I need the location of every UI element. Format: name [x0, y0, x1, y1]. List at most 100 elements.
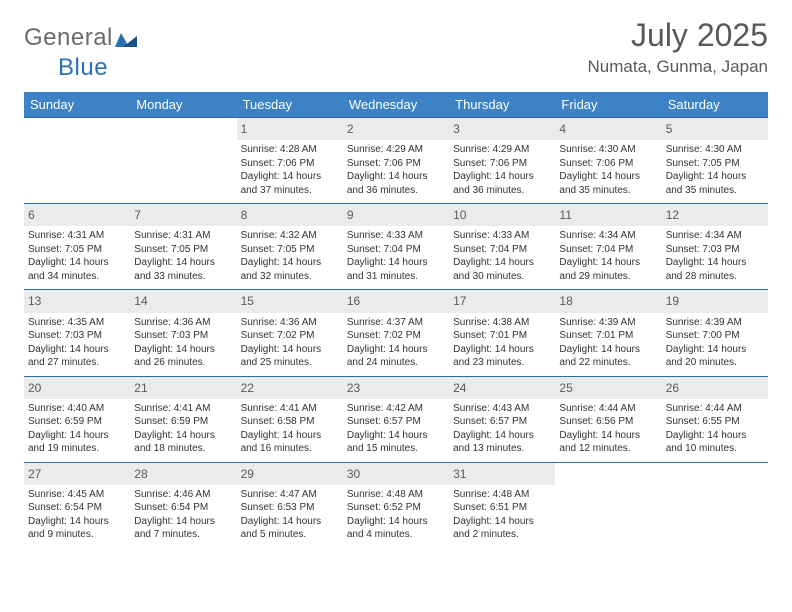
sunrise-text: Sunrise: 4:36 AM	[134, 316, 232, 330]
sunset-text: Sunset: 7:03 PM	[134, 329, 232, 343]
day-number: 30	[343, 463, 449, 485]
calendar-week-row: ..1Sunrise: 4:28 AMSunset: 7:06 PMDaylig…	[24, 118, 768, 204]
daylight-text: and 16 minutes.	[241, 442, 339, 456]
sunset-text: Sunset: 7:01 PM	[453, 329, 551, 343]
calendar-day-cell: 25Sunrise: 4:44 AMSunset: 6:56 PMDayligh…	[555, 376, 661, 462]
daylight-text: and 31 minutes.	[347, 270, 445, 284]
calendar-table: Sunday Monday Tuesday Wednesday Thursday…	[24, 92, 768, 548]
daylight-text: and 15 minutes.	[347, 442, 445, 456]
daylight-text: and 12 minutes.	[559, 442, 657, 456]
location-text: Numata, Gunma, Japan	[588, 57, 768, 77]
sunrise-text: Sunrise: 4:43 AM	[453, 402, 551, 416]
daylight-text: Daylight: 14 hours	[28, 256, 126, 270]
calendar-week-row: 20Sunrise: 4:40 AMSunset: 6:59 PMDayligh…	[24, 376, 768, 462]
day-number: 4	[555, 118, 661, 140]
calendar-day-cell: 3Sunrise: 4:29 AMSunset: 7:06 PMDaylight…	[449, 118, 555, 204]
calendar-day-cell: 15Sunrise: 4:36 AMSunset: 7:02 PMDayligh…	[237, 290, 343, 376]
sunset-text: Sunset: 7:00 PM	[666, 329, 764, 343]
day-number: 29	[237, 463, 343, 485]
sunset-text: Sunset: 7:06 PM	[241, 157, 339, 171]
sunset-text: Sunset: 6:54 PM	[28, 501, 126, 515]
daylight-text: and 10 minutes.	[666, 442, 764, 456]
calendar-week-row: 27Sunrise: 4:45 AMSunset: 6:54 PMDayligh…	[24, 462, 768, 548]
page-header: GeneralBlue July 2025 Numata, Gunma, Jap…	[24, 18, 768, 82]
sunrise-text: Sunrise: 4:37 AM	[347, 316, 445, 330]
calendar-week-row: 6Sunrise: 4:31 AMSunset: 7:05 PMDaylight…	[24, 204, 768, 290]
daylight-text: Daylight: 14 hours	[453, 343, 551, 357]
sunrise-text: Sunrise: 4:46 AM	[134, 488, 232, 502]
sunrise-text: Sunrise: 4:39 AM	[559, 316, 657, 330]
title-block: July 2025 Numata, Gunma, Japan	[588, 18, 768, 77]
sunrise-text: Sunrise: 4:33 AM	[347, 229, 445, 243]
sunrise-text: Sunrise: 4:33 AM	[453, 229, 551, 243]
sunrise-text: Sunrise: 4:39 AM	[666, 316, 764, 330]
sunrise-text: Sunrise: 4:30 AM	[559, 143, 657, 157]
daylight-text: and 24 minutes.	[347, 356, 445, 370]
brand-logo: GeneralBlue	[24, 24, 139, 82]
daylight-text: Daylight: 14 hours	[559, 343, 657, 357]
sunset-text: Sunset: 7:04 PM	[347, 243, 445, 257]
sunrise-text: Sunrise: 4:36 AM	[241, 316, 339, 330]
daylight-text: and 20 minutes.	[666, 356, 764, 370]
sunset-text: Sunset: 6:57 PM	[347, 415, 445, 429]
calendar-day-cell: 9Sunrise: 4:33 AMSunset: 7:04 PMDaylight…	[343, 204, 449, 290]
calendar-body: ..1Sunrise: 4:28 AMSunset: 7:06 PMDaylig…	[24, 118, 768, 548]
calendar-day-cell: 20Sunrise: 4:40 AMSunset: 6:59 PMDayligh…	[24, 376, 130, 462]
daylight-text: Daylight: 14 hours	[134, 343, 232, 357]
sunset-text: Sunset: 7:05 PM	[666, 157, 764, 171]
sunrise-text: Sunrise: 4:28 AM	[241, 143, 339, 157]
sunrise-text: Sunrise: 4:40 AM	[28, 402, 126, 416]
day-number: 25	[555, 377, 661, 399]
sunset-text: Sunset: 7:04 PM	[453, 243, 551, 257]
day-of-week-row: Sunday Monday Tuesday Wednesday Thursday…	[24, 92, 768, 118]
day-number: 5	[662, 118, 768, 140]
day-number: 10	[449, 204, 555, 226]
day-number: 24	[449, 377, 555, 399]
daylight-text: Daylight: 14 hours	[347, 170, 445, 184]
day-number: 14	[130, 290, 236, 312]
calendar-day-cell: .	[662, 462, 768, 548]
day-number: 27	[24, 463, 130, 485]
daylight-text: Daylight: 14 hours	[666, 256, 764, 270]
sunset-text: Sunset: 7:02 PM	[347, 329, 445, 343]
daylight-text: and 26 minutes.	[134, 356, 232, 370]
daylight-text: and 36 minutes.	[453, 184, 551, 198]
sunset-text: Sunset: 6:52 PM	[347, 501, 445, 515]
calendar-day-cell: 6Sunrise: 4:31 AMSunset: 7:05 PMDaylight…	[24, 204, 130, 290]
daylight-text: Daylight: 14 hours	[28, 515, 126, 529]
daylight-text: Daylight: 14 hours	[241, 256, 339, 270]
daylight-text: and 2 minutes.	[453, 528, 551, 542]
calendar-day-cell: 22Sunrise: 4:41 AMSunset: 6:58 PMDayligh…	[237, 376, 343, 462]
sunset-text: Sunset: 7:02 PM	[241, 329, 339, 343]
calendar-day-cell: 4Sunrise: 4:30 AMSunset: 7:06 PMDaylight…	[555, 118, 661, 204]
daylight-text: Daylight: 14 hours	[666, 170, 764, 184]
daylight-text: and 23 minutes.	[453, 356, 551, 370]
sunrise-text: Sunrise: 4:29 AM	[347, 143, 445, 157]
daylight-text: and 5 minutes.	[241, 528, 339, 542]
sunset-text: Sunset: 7:05 PM	[28, 243, 126, 257]
sunset-text: Sunset: 6:58 PM	[241, 415, 339, 429]
daylight-text: and 7 minutes.	[134, 528, 232, 542]
daylight-text: Daylight: 14 hours	[559, 170, 657, 184]
daylight-text: and 4 minutes.	[347, 528, 445, 542]
daylight-text: and 33 minutes.	[134, 270, 232, 284]
calendar-day-cell: 19Sunrise: 4:39 AMSunset: 7:00 PMDayligh…	[662, 290, 768, 376]
calendar-day-cell: 5Sunrise: 4:30 AMSunset: 7:05 PMDaylight…	[662, 118, 768, 204]
daylight-text: and 22 minutes.	[559, 356, 657, 370]
sunset-text: Sunset: 6:54 PM	[134, 501, 232, 515]
day-number: 21	[130, 377, 236, 399]
sunrise-text: Sunrise: 4:44 AM	[666, 402, 764, 416]
day-number: 6	[24, 204, 130, 226]
day-number: 8	[237, 204, 343, 226]
daylight-text: and 34 minutes.	[28, 270, 126, 284]
daylight-text: and 35 minutes.	[666, 184, 764, 198]
day-number: 2	[343, 118, 449, 140]
day-number: 26	[662, 377, 768, 399]
daylight-text: Daylight: 14 hours	[134, 256, 232, 270]
sunrise-text: Sunrise: 4:48 AM	[347, 488, 445, 502]
daylight-text: and 27 minutes.	[28, 356, 126, 370]
calendar-day-cell: 24Sunrise: 4:43 AMSunset: 6:57 PMDayligh…	[449, 376, 555, 462]
calendar-day-cell: 11Sunrise: 4:34 AMSunset: 7:04 PMDayligh…	[555, 204, 661, 290]
daylight-text: Daylight: 14 hours	[241, 515, 339, 529]
sunrise-text: Sunrise: 4:32 AM	[241, 229, 339, 243]
